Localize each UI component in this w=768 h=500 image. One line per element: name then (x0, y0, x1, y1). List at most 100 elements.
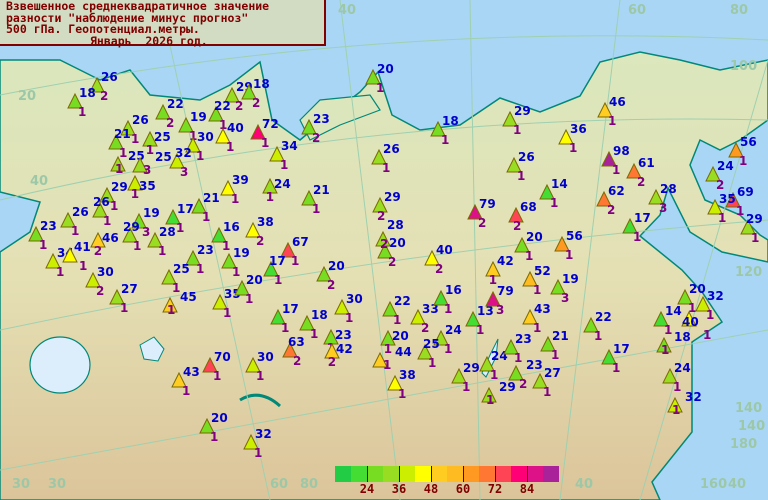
station-marker[interactable]: 271 (109, 282, 138, 315)
station-marker[interactable]: 161 (211, 220, 240, 253)
station-marker[interactable]: 201 (514, 230, 543, 263)
station-marker[interactable]: 441 (372, 345, 412, 372)
station-marker[interactable]: 201 (234, 273, 263, 306)
station-marker[interactable]: 171 (165, 202, 194, 235)
station-marker[interactable]: 222 (155, 97, 184, 130)
station-marker[interactable]: 462 (90, 231, 119, 258)
station-marker[interactable]: 292 (372, 190, 401, 223)
station-marker[interactable]: 401 (681, 310, 711, 342)
station-marker[interactable]: 141 (539, 177, 568, 210)
station-marker[interactable]: 301 (334, 292, 363, 325)
station-marker[interactable]: 402 (424, 243, 453, 276)
station-marker[interactable]: 792 (467, 197, 496, 230)
station-marker[interactable]: 301 (185, 130, 214, 163)
station-marker[interactable]: 401 (215, 121, 244, 154)
station-marker[interactable]: 291 (502, 104, 531, 137)
station-marker[interactable]: 321 (695, 289, 724, 322)
station-marker[interactable]: 261 (371, 142, 400, 175)
station-marker[interactable]: 193 (550, 272, 579, 305)
station-marker[interactable]: 561 (554, 229, 583, 262)
station-marker[interactable]: 321 (667, 390, 702, 417)
station-marker[interactable]: 981 (601, 144, 630, 177)
station-marker[interactable]: 671 (280, 235, 309, 268)
station-marker[interactable]: 241 (262, 177, 291, 204)
station-marker[interactable]: 221 (583, 310, 612, 343)
station-marker[interactable]: 211 (301, 183, 330, 216)
station-marker[interactable]: 351 (127, 174, 156, 201)
station-marker[interactable]: 291 (481, 380, 516, 407)
station-marker[interactable]: 261 (506, 150, 535, 183)
station-marker[interactable]: 323 (169, 146, 192, 179)
station-marker[interactable]: 171 (601, 342, 630, 375)
station-marker[interactable]: 232 (301, 112, 330, 145)
station-marker[interactable]: 231 (28, 219, 57, 252)
station-marker[interactable]: 241 (433, 323, 462, 356)
station-marker[interactable]: 262 (89, 70, 118, 103)
station-marker[interactable]: 221 (208, 99, 231, 132)
station-marker[interactable]: 422 (324, 342, 353, 369)
station-marker[interactable]: 682 (508, 200, 537, 233)
station-marker[interactable]: 721 (250, 117, 279, 150)
station-marker[interactable]: 251 (417, 337, 440, 370)
station-marker[interactable]: 171 (263, 254, 286, 287)
station-marker[interactable]: 242 (705, 159, 734, 192)
station-marker[interactable]: 231 (185, 243, 214, 276)
station-marker[interactable]: 351 (212, 287, 241, 320)
station-marker[interactable]: 45 1 (162, 290, 197, 317)
station-marker[interactable]: 211 (108, 127, 131, 160)
station-marker[interactable]: 341 (269, 139, 298, 172)
station-marker[interactable]: 141 (653, 304, 682, 337)
station-marker[interactable]: 241 (662, 361, 691, 394)
station-marker[interactable]: 261 (120, 113, 149, 146)
station-marker[interactable]: 131 (465, 304, 494, 337)
station-marker[interactable]: 291 (451, 361, 480, 394)
station-marker[interactable]: 201 (380, 329, 409, 356)
station-marker[interactable]: 561 (728, 135, 757, 168)
station-marker[interactable]: 461 (597, 95, 626, 128)
station-marker[interactable]: 421 (485, 254, 514, 287)
station-marker[interactable]: 261 (60, 205, 89, 238)
station-marker[interactable]: 232 (508, 358, 543, 391)
station-marker[interactable]: 283 (648, 182, 677, 215)
station-marker[interactable]: 431 (171, 365, 200, 398)
station-marker[interactable]: 193 (131, 206, 160, 239)
station-marker[interactable]: 281 (147, 225, 176, 258)
station-marker[interactable]: 171 (270, 302, 299, 335)
station-marker[interactable]: 701 (202, 350, 231, 383)
station-marker[interactable]: 391 (220, 173, 249, 206)
station-marker[interactable]: 182 (241, 77, 270, 110)
station-marker[interactable]: 181 (299, 308, 328, 341)
station-marker[interactable]: 612 (626, 156, 655, 189)
station-marker[interactable]: 201 (199, 411, 228, 444)
station-marker[interactable]: 202 (377, 236, 406, 269)
station-marker[interactable]: 211 (191, 191, 220, 224)
station-marker[interactable]: 201 (365, 62, 394, 95)
station-marker[interactable]: 261 (92, 195, 111, 228)
station-marker[interactable]: 161 (433, 283, 462, 316)
station-marker[interactable]: 191 (221, 246, 250, 279)
station-marker[interactable]: 291 (122, 220, 141, 253)
station-marker[interactable]: 411 (62, 240, 91, 273)
station-marker[interactable]: 291 (99, 180, 128, 213)
station-marker[interactable]: 201 (677, 282, 706, 315)
station-marker[interactable]: 241 (479, 349, 508, 382)
station-marker[interactable]: 211 (540, 329, 569, 362)
station-marker[interactable]: 181 (430, 114, 459, 147)
station-marker[interactable]: 25 3 (132, 150, 172, 177)
station-marker[interactable]: 793 (485, 284, 514, 317)
station-marker[interactable]: 321 (243, 427, 272, 460)
station-marker[interactable]: 202 (316, 259, 345, 292)
station-marker[interactable]: 271 (532, 366, 561, 399)
station-marker[interactable]: 181 (67, 86, 96, 119)
station-marker[interactable]: 521 (522, 264, 551, 297)
station-marker[interactable]: 351 (707, 192, 736, 225)
station-marker[interactable]: 251 (142, 130, 171, 157)
station-marker[interactable]: 171 (622, 211, 651, 244)
station-marker[interactable]: 632 (282, 335, 305, 368)
station-marker[interactable]: 191 (178, 110, 207, 143)
station-marker[interactable]: 382 (245, 215, 274, 248)
station-marker[interactable]: 231 (503, 332, 532, 365)
station-marker[interactable]: 302 (85, 265, 114, 298)
station-marker[interactable]: 622 (596, 184, 625, 217)
station-marker[interactable]: 691 (725, 185, 754, 218)
